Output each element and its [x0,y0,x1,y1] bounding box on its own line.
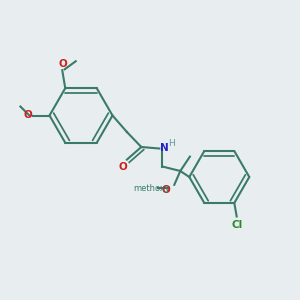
Text: O: O [58,59,67,69]
Text: Cl: Cl [232,220,243,230]
Text: methoxy: methoxy [133,184,170,193]
Text: O: O [119,162,128,172]
Text: methoxy: methoxy [15,107,21,109]
Text: H: H [168,139,175,148]
Text: N: N [160,143,169,153]
Text: O: O [161,185,170,195]
Text: O: O [23,110,32,121]
